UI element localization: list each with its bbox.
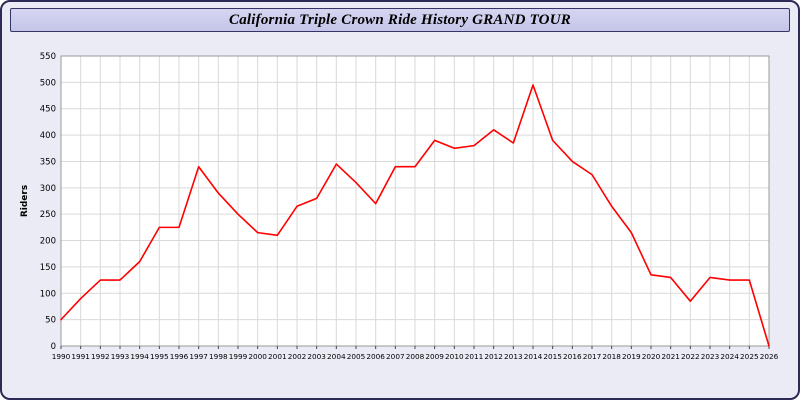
y-tick-label: 350 [40, 157, 56, 167]
x-tick-label: 1998 [209, 352, 228, 361]
x-tick-label: 1991 [71, 352, 90, 361]
x-tick-label: 2012 [484, 352, 503, 361]
y-tick-label: 100 [40, 289, 56, 299]
x-tick-label: 2017 [583, 352, 602, 361]
x-tick-label: 2000 [248, 352, 267, 361]
chart-panel: 0 50 100 150 200 250 300 350 400 450 500 550 1990 199… [17, 48, 783, 382]
x-tick-label: 2010 [445, 352, 464, 361]
x-tick-label: 2003 [307, 352, 326, 361]
x-tick-label: 2026 [760, 352, 779, 361]
x-tick-label: 1995 [150, 352, 169, 361]
x-tick-label: 2025 [740, 352, 759, 361]
x-tick-label: 2020 [642, 352, 661, 361]
x-tick-label: 2021 [661, 352, 680, 361]
x-tick-label: 2005 [347, 352, 366, 361]
x-tick-label: 2018 [602, 352, 621, 361]
x-tick-label: 2011 [465, 352, 484, 361]
x-tick-label: 2022 [681, 352, 700, 361]
x-tick-label: 2013 [504, 352, 523, 361]
y-tick-label: 250 [40, 210, 56, 220]
x-tick-label: 1993 [111, 352, 130, 361]
y-tick-label: 200 [40, 237, 56, 247]
y-tick-label: 400 [40, 131, 56, 141]
y-axis-label: Riders [20, 185, 30, 217]
chart-title: California Triple Crown Ride History GRA… [229, 11, 571, 28]
x-tick-label: 2015 [543, 352, 562, 361]
x-tick-label: 2006 [366, 352, 385, 361]
x-tick-label: 1997 [189, 352, 208, 361]
x-tick-label: 2023 [701, 352, 720, 361]
x-tick-label: 2002 [288, 352, 307, 361]
y-tick-label: 450 [40, 105, 56, 115]
x-tick-label: 1990 [52, 352, 71, 361]
chart-title-bar: California Triple Crown Ride History GRA… [10, 8, 790, 32]
x-tick-label: 1994 [130, 352, 149, 361]
y-tick-label: 50 [45, 316, 56, 326]
y-tick-label: 150 [40, 263, 56, 273]
x-tick-label: 1992 [91, 352, 110, 361]
x-tick-label: 2014 [524, 352, 543, 361]
x-tick-label: 2016 [563, 352, 582, 361]
y-tick-label: 550 [40, 52, 56, 62]
x-tick-label: 2024 [720, 352, 739, 361]
y-tick-label: 500 [40, 78, 56, 88]
x-tick-label: 2009 [425, 352, 444, 361]
x-tick-label: 1999 [229, 352, 248, 361]
x-tick-label: 2004 [327, 352, 346, 361]
y-tick-label: 300 [40, 184, 56, 194]
y-tick-label: 0 [51, 342, 56, 352]
x-tick-label: 2001 [268, 352, 287, 361]
x-tick-label: 1996 [170, 352, 189, 361]
x-tick-label: 2019 [622, 352, 641, 361]
x-tick-label: 2007 [386, 352, 405, 361]
series-line-riders [60, 84, 770, 347]
x-tick-label: 2008 [406, 352, 425, 361]
